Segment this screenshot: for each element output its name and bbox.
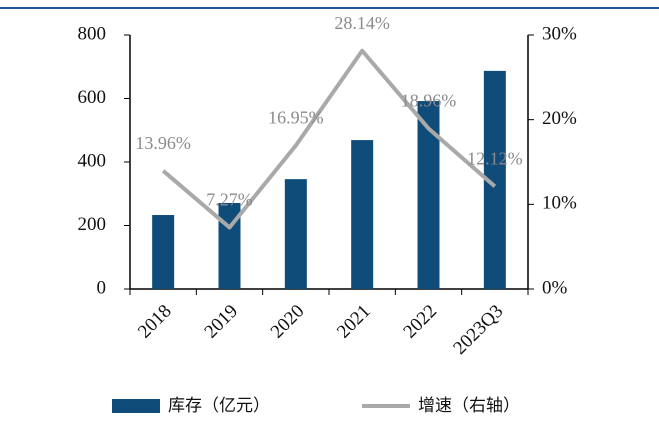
x-tick-label: 2023Q3: [449, 301, 507, 359]
y2-tick-label: 20%: [542, 108, 577, 129]
y-tick-label: 800: [78, 23, 107, 44]
y2-tick-label: 10%: [542, 193, 577, 214]
bar: [152, 215, 175, 289]
legend-label: 库存（亿元）: [168, 396, 270, 416]
x-tick-label: 2021: [333, 301, 375, 343]
y2-tick-label: 30%: [542, 23, 577, 44]
y-tick-label: 200: [78, 214, 107, 235]
line: [161, 48, 497, 230]
y-tick-label: 0: [97, 277, 107, 298]
value-label: 7.27%: [206, 190, 253, 210]
bar: [284, 179, 307, 289]
bar: [417, 101, 440, 289]
legend-label: 增速（右轴）: [418, 396, 520, 416]
x-tick-label: 2020: [267, 301, 309, 343]
value-label: 18.96%: [401, 91, 457, 111]
y-tick-label: 600: [78, 87, 107, 108]
y-tick-label: 400: [78, 150, 107, 171]
x-tick-label: 2018: [134, 301, 176, 343]
value-label: 16.95%: [268, 108, 324, 128]
x-tick-label: 2019: [200, 301, 242, 343]
value-label: 12.12%: [467, 149, 523, 169]
bar: [483, 70, 506, 289]
y2-tick-label: 0%: [542, 277, 568, 298]
value-label: 13.96%: [135, 133, 191, 153]
legend-swatch: [112, 399, 160, 413]
value-label: 28.14%: [334, 13, 390, 33]
x-tick-label: 2022: [399, 301, 441, 343]
bar: [351, 140, 374, 289]
